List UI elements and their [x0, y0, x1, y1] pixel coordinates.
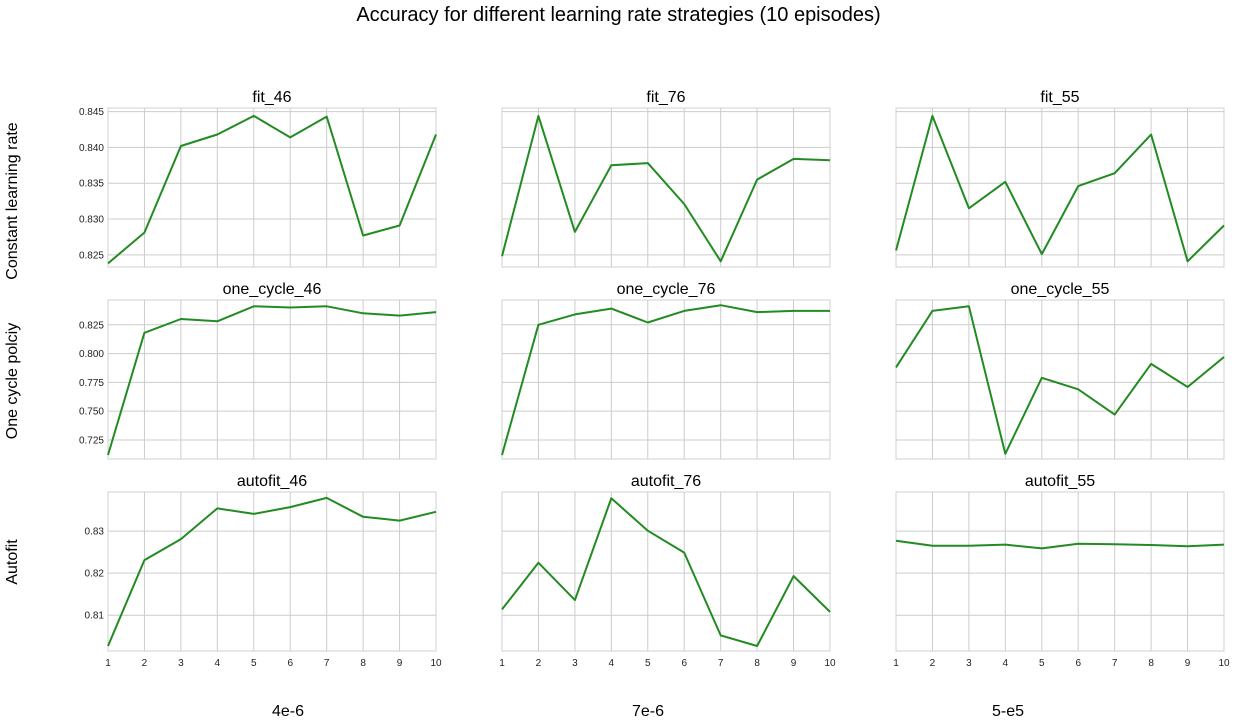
x-tick-label: 10	[430, 658, 442, 669]
series-line	[107, 114, 437, 265]
x-tick-label: 4	[1003, 658, 1009, 669]
y-tick-label: 0.825	[79, 250, 104, 261]
x-tick-label: 3	[572, 658, 578, 669]
x-tick-label: 4	[215, 658, 221, 669]
x-tick-label: 1	[893, 658, 899, 669]
x-tick-label: 6	[287, 658, 293, 669]
y-tick-label: 0.845	[79, 107, 104, 118]
y-tick-label: 0.840	[79, 143, 104, 154]
series-line	[895, 539, 1225, 550]
subplot-title: autofit_76	[631, 473, 701, 490]
subplot-one_cycle_46: one_cycle_46 0.725 0.750 0.775 0.800 0.825	[79, 281, 437, 460]
x-tick-label: 8	[1148, 658, 1154, 669]
x-tick-label: 7	[324, 658, 330, 669]
x-tick-label: 9	[791, 658, 797, 669]
y-tick-label: 0.775	[79, 378, 104, 389]
x-tick-label: 2	[930, 658, 936, 669]
series-line	[107, 496, 437, 647]
subplot-title: autofit_46	[237, 473, 307, 490]
series-line	[895, 305, 1225, 455]
y-tick-label: 0.825	[79, 320, 104, 331]
subplot-autofit_46: autofit_46 0.81 0.82 0.83 1 2 3 4 5 6 7 8 9 10	[85, 473, 442, 669]
series-line	[107, 305, 437, 456]
subplot-autofit_55: autofit_55 1 2 3 4 5 6 7 8 9 10	[893, 473, 1230, 669]
x-tick-label: 6	[1075, 658, 1081, 669]
subplot-title: fit_55	[1040, 89, 1079, 106]
series-line	[501, 304, 830, 456]
series-line	[895, 114, 1225, 263]
x-tick-label: 10	[824, 658, 836, 669]
x-tick-label: 8	[360, 658, 366, 669]
x-tick-label: 1	[105, 658, 111, 669]
x-tick-label: 8	[754, 658, 760, 669]
plot-frame	[895, 107, 1225, 268]
x-tick-label: 3	[178, 658, 184, 669]
y-tick-label: 0.725	[79, 435, 104, 446]
x-tick-label: 7	[1112, 658, 1118, 669]
y-tick-label: 0.750	[79, 407, 104, 418]
x-tick-label: 2	[142, 658, 148, 669]
subplot-fit_55: fit_55	[895, 89, 1225, 268]
x-tick-label: 5	[1039, 658, 1045, 669]
x-tick-label: 7	[718, 658, 724, 669]
x-tick-label: 9	[1185, 658, 1191, 669]
subplot-fit_76: fit_76	[501, 89, 831, 268]
series-line	[501, 114, 831, 263]
plot-frame	[107, 491, 437, 652]
plot-frame	[107, 107, 437, 268]
subplot-title: fit_76	[646, 89, 685, 106]
subplot-title: one_cycle_55	[1011, 281, 1110, 298]
x-tick-label: 4	[609, 658, 615, 669]
subplot-title: fit_46	[252, 89, 291, 106]
y-tick-label: 0.81	[85, 611, 105, 622]
y-tick-label: 0.82	[85, 569, 105, 580]
column-label-3: 5-e5	[991, 703, 1025, 720]
x-tick-label: 1	[499, 658, 505, 669]
column-label-1: 4e-6	[271, 703, 305, 720]
x-tick-label: 3	[966, 658, 972, 669]
plot-frame	[107, 299, 437, 460]
x-tick-label: 10	[1218, 658, 1230, 669]
plot-frame	[501, 491, 831, 652]
subplot-title: autofit_55	[1025, 473, 1095, 490]
x-tick-label: 9	[397, 658, 403, 669]
subplot-one_cycle_76: one_cycle_76	[501, 281, 831, 460]
subplot-one_cycle_55: one_cycle_55	[895, 281, 1225, 460]
subplot-title: one_cycle_76	[617, 281, 716, 298]
y-tick-label: 0.800	[79, 349, 104, 360]
subplot-autofit_76: autofit_76 1 2 3 4 5 6 7 8 9 10	[499, 473, 836, 669]
figure-title: Accuracy for different learning rate str…	[356, 4, 881, 26]
plot-frame	[895, 491, 1225, 652]
y-tick-label: 0.83	[85, 527, 105, 538]
plot-frame	[501, 107, 831, 268]
y-tick-label: 0.830	[79, 215, 104, 226]
x-tick-label: 5	[645, 658, 651, 669]
series-line	[501, 497, 831, 647]
plot-frame	[501, 299, 831, 460]
subplot-title: one_cycle_46	[223, 281, 322, 298]
x-tick-label: 2	[536, 658, 542, 669]
column-label-2: 7e-6	[631, 703, 665, 720]
subplot-fit_46: fit_46 0.825 0.830 0.835 0.840 0.845	[79, 89, 437, 268]
x-tick-label: 6	[681, 658, 687, 669]
y-tick-label: 0.835	[79, 179, 104, 190]
plot-frame	[895, 299, 1225, 460]
x-tick-label: 5	[251, 658, 257, 669]
